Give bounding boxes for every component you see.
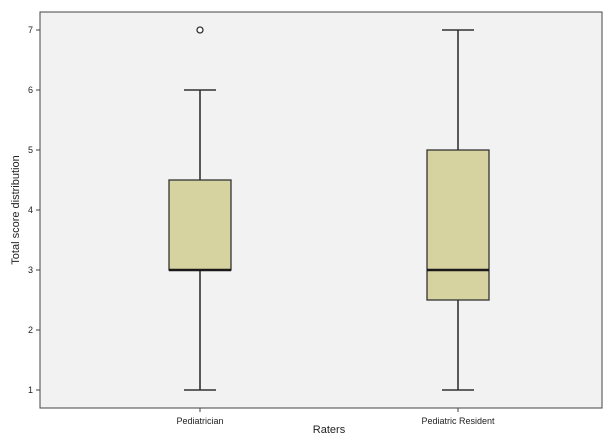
y-axis-title: Total score distribution xyxy=(10,155,22,264)
iqr-box xyxy=(168,179,232,271)
x-axis-title: Raters xyxy=(313,424,346,436)
y-tick-label: 3 xyxy=(28,265,33,275)
box-group xyxy=(168,26,232,391)
x-tick-label: Pediatrician xyxy=(176,416,223,426)
x-tick-label: Pediatric Resident xyxy=(421,416,495,426)
y-tick-label: 6 xyxy=(28,85,33,95)
axes: Pediatrician Pediatric Resident xyxy=(176,408,495,426)
outlier-point xyxy=(196,26,204,34)
y-tick-label: 4 xyxy=(28,205,33,215)
y-tick-label: 2 xyxy=(28,325,33,335)
y-tick-label: 1 xyxy=(28,385,33,395)
plot-area xyxy=(39,11,603,409)
y-tick-label: 7 xyxy=(28,25,33,35)
y-tick-label: 5 xyxy=(28,145,33,155)
boxes xyxy=(168,26,490,391)
iqr-box xyxy=(426,149,490,301)
box-group xyxy=(426,29,490,391)
y-ticks: 1 2 3 4 5 6 7 xyxy=(28,25,40,395)
